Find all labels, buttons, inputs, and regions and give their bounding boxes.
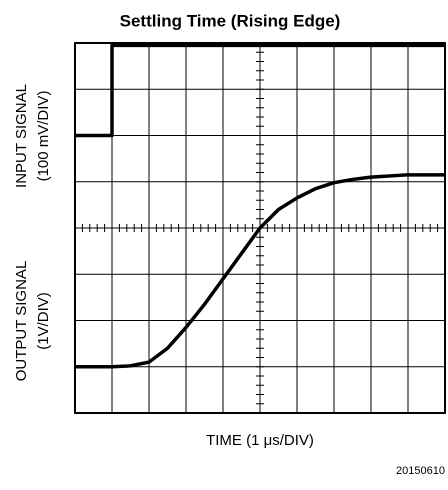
signal-line: [75, 173, 445, 369]
y-label: (100 mV/DIV): [35, 91, 52, 182]
y-label: (1V/DIV): [35, 292, 52, 350]
chart-title: Settling Time (Rising Edge): [120, 11, 341, 30]
y-label: INPUT SIGNAL: [13, 84, 30, 188]
plot-frame: [74, 42, 446, 414]
signal-line: [75, 43, 445, 138]
y-label: OUTPUT SIGNAL: [13, 261, 30, 382]
figure-id: 20150610: [396, 465, 445, 477]
x-label: TIME (1 μs/DIV): [206, 432, 314, 449]
